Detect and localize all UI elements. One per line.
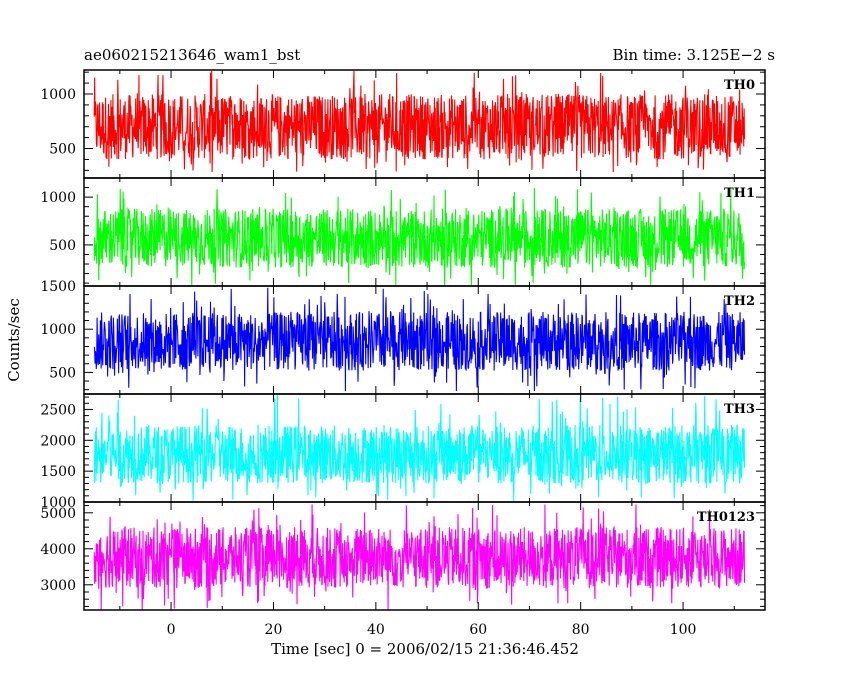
series-label-th0123: TH0123	[697, 510, 755, 525]
y-tick-label: 5000	[40, 506, 76, 522]
y-tick-label: 1000	[40, 190, 76, 206]
y-tick-label: 1000	[40, 495, 76, 511]
x-axis-label: Time [sec] 0 = 2006/02/15 21:36:46.452	[271, 640, 579, 658]
y-tick-label: 1500	[40, 279, 76, 295]
bin-time-label: Bin time: 3.125E−2 s	[613, 46, 775, 64]
y-tick-label: 500	[49, 365, 76, 381]
x-tick-label: 100	[670, 622, 697, 638]
x-tick-label: 60	[469, 622, 487, 638]
chart-title: ae060215213646_wam1_bst	[84, 46, 300, 64]
y-tick-label: 1500	[40, 464, 76, 480]
series-line-th2	[93, 287, 746, 392]
y-axis-label: Counts/sec	[5, 298, 23, 382]
y-tick-label: 1000	[40, 87, 76, 103]
panel-th2: 500 1000 1500 TH2	[40, 279, 766, 395]
series-label-th1: TH1	[724, 186, 755, 201]
panel-th0: 500 1000 TH0	[40, 69, 766, 179]
y-tick-label: 1000	[40, 322, 76, 338]
series-line-th0123	[93, 504, 746, 610]
x-tick-label: 20	[265, 622, 283, 638]
panel-th3: 1000 1500 2000 2500 TH3	[40, 393, 766, 511]
y-tick-label: 2500	[40, 402, 76, 418]
series-label-th2: TH2	[724, 294, 755, 309]
x-axis: 0 20 40 60 80 100	[167, 622, 697, 638]
y-tick-label: 4000	[40, 542, 76, 558]
panel-th1: 500 1000 TH1	[40, 177, 766, 287]
panels-group: 500 1000 TH0 500 1000 TH1 500 1000 1500 TH2 1000 15…	[40, 69, 766, 611]
series-line-th3	[93, 394, 746, 501]
panel-th0123: 3000 4000 5000 TH0123	[40, 501, 766, 611]
y-tick-label: 500	[49, 142, 76, 158]
series-line-th0	[93, 70, 746, 173]
y-tick-label: 2000	[40, 433, 76, 449]
x-tick-label: 80	[572, 622, 590, 638]
y-tick-label: 3000	[40, 578, 76, 594]
x-tick-label: 40	[367, 622, 385, 638]
series-line-th1	[93, 187, 746, 286]
y-tick-label: 500	[49, 238, 76, 254]
series-label-th3: TH3	[724, 402, 755, 417]
series-label-th0: TH0	[724, 78, 755, 93]
x-tick-label: 0	[167, 622, 176, 638]
